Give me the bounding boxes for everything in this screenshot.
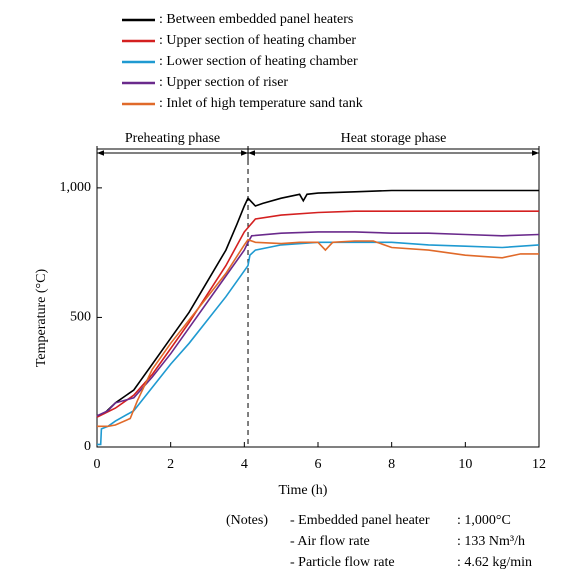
note-item: - Embedded panel heater (290, 513, 430, 528)
notes-heading: (Notes) (226, 513, 268, 528)
legend-label: : Between embedded panel heaters (159, 12, 353, 27)
legend-label: : Upper section of riser (159, 75, 288, 90)
series-line (96, 189, 539, 417)
phase-label: Heat storage phase (341, 131, 447, 146)
x-tick-label: 0 (94, 457, 101, 472)
x-axis-label: Time (h) (279, 483, 328, 498)
x-tick-label: 2 (167, 457, 174, 472)
y-tick-label: 500 (70, 310, 91, 325)
x-tick-label: 10 (458, 457, 472, 472)
x-tick-label: 4 (241, 457, 248, 472)
series-line (97, 238, 539, 428)
y-axis-label: Temperature (°C) (34, 269, 49, 368)
series-line (96, 210, 539, 418)
x-tick-label: 8 (388, 457, 395, 472)
y-tick-label: 0 (84, 439, 91, 454)
note-value: : 1,000°C (457, 513, 511, 528)
note-item: - Particle flow rate (290, 555, 395, 570)
x-tick-label: 6 (315, 457, 322, 472)
series-line (96, 231, 540, 417)
legend-label: : Lower section of heating chamber (159, 54, 358, 69)
note-value: : 4.62 kg/min (457, 555, 532, 570)
legend-label: : Upper section of heating chamber (159, 33, 356, 48)
y-tick-label: 1,000 (60, 180, 92, 195)
note-value: : 133 Nm³/h (457, 534, 525, 549)
legend-label: : Inlet of high temperature sand tank (159, 96, 363, 111)
note-item: - Air flow rate (290, 534, 370, 549)
phase-label: Preheating phase (125, 131, 220, 146)
series-line (97, 241, 540, 446)
x-tick-label: 12 (532, 457, 546, 472)
